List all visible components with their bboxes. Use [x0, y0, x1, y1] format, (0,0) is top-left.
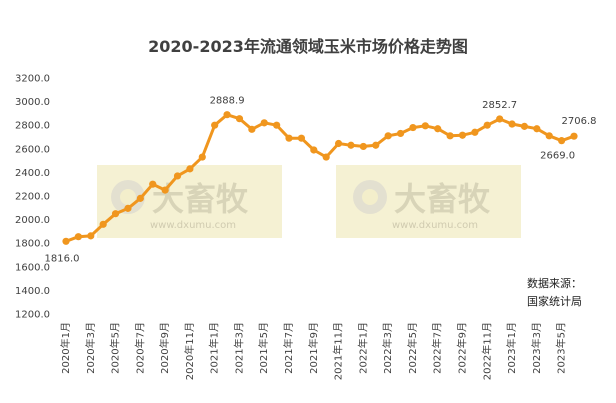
x-tick-label: 2022年5月 [406, 322, 419, 374]
data-point [149, 180, 157, 188]
y-tick-label: 2600.0 [15, 144, 50, 155]
x-tick-label: 2023年3月 [530, 322, 543, 374]
y-tick-label: 1200.0 [15, 310, 50, 321]
x-tick-label: 2021年9月 [307, 322, 320, 374]
watermark-right-url: www.dxumu.com [392, 220, 478, 231]
data-point [558, 137, 566, 145]
y-axis: 1200.0 1400.0 1600.0 1800.0 2000.0 2200.0 2400… [15, 74, 50, 321]
y-tick-label: 3000.0 [15, 97, 50, 108]
x-tick-label: 2023年5月 [555, 322, 568, 374]
data-point [74, 233, 82, 241]
x-tick-label: 2020年7月 [133, 322, 146, 374]
data-point [124, 204, 132, 212]
data-labels: 1816.0 2888.9 2852.7 2669.0 2706.8 [45, 96, 597, 265]
watermark-left-text: 大畜牧 [152, 180, 249, 218]
data-point [372, 141, 380, 149]
x-tick-label: 2020年3月 [84, 322, 97, 374]
data-point [508, 120, 516, 128]
data-point [87, 232, 95, 240]
data-point [496, 115, 504, 123]
data-label: 1816.0 [45, 253, 80, 264]
data-point [111, 210, 120, 218]
data-point [248, 125, 256, 133]
series-layer [62, 111, 578, 245]
y-tick-label: 1600.0 [15, 262, 50, 273]
data-point [297, 134, 306, 142]
data-point [545, 132, 553, 140]
source-note-line1: 数据来源： [527, 276, 582, 290]
x-axis: 2020年1月 2020年3月 2020年5月 2020年7月 2020年9月 2020年… [59, 322, 568, 380]
x-tick-label: 2022年11月 [480, 322, 493, 380]
data-point [211, 121, 219, 129]
data-label: 2888.9 [210, 96, 245, 107]
data-point [570, 132, 578, 140]
data-point [409, 123, 417, 132]
data-point [471, 128, 479, 136]
x-tick-label: 2020年1月 [59, 322, 72, 374]
y-tick-label: 2200.0 [15, 192, 50, 203]
x-tick-label: 2021年3月 [232, 322, 245, 374]
data-point [62, 237, 70, 245]
x-tick-label: 2020年9月 [158, 322, 171, 374]
y-tick-label: 2000.0 [15, 215, 50, 226]
watermark-right-text: 大畜牧 [394, 180, 491, 218]
x-tick-label: 2021年1月 [208, 322, 221, 374]
data-point [334, 139, 343, 148]
x-tick-label: 2020年11月 [183, 322, 196, 380]
y-tick-label: 3200.0 [15, 74, 50, 85]
y-tick-label: 1400.0 [15, 286, 50, 297]
x-tick-label: 2021年5月 [257, 322, 270, 374]
data-point [421, 122, 429, 130]
data-point [396, 129, 405, 138]
data-point [260, 119, 268, 127]
data-point [446, 132, 454, 140]
data-point [285, 134, 293, 142]
y-tick-label: 1800.0 [15, 239, 50, 250]
data-point [458, 131, 467, 139]
watermark-right: 大畜牧 www.dxumu.com [336, 165, 521, 238]
data-point [384, 132, 392, 140]
y-tick-label: 2400.0 [15, 168, 50, 179]
x-tick-label: 2022年7月 [431, 322, 444, 374]
x-tick-label: 2021年11月 [332, 322, 345, 380]
data-point [223, 111, 231, 119]
data-point [273, 121, 281, 129]
x-tick-label: 2020年5月 [109, 322, 122, 374]
data-point [173, 172, 182, 180]
data-point [186, 165, 194, 173]
x-tick-label: 2022年3月 [381, 322, 394, 374]
data-point [136, 194, 144, 202]
data-point [520, 122, 529, 130]
chart-title: 2020-2023年流通领域玉米市场价格走势图 [148, 37, 468, 56]
source-note-line2: 国家统计局 [527, 294, 582, 308]
data-point [310, 146, 318, 154]
data-point [359, 142, 367, 151]
data-point [161, 186, 169, 194]
data-label: 2669.0 [540, 151, 575, 162]
x-tick-label: 2022年1月 [356, 322, 369, 374]
data-point [198, 153, 206, 161]
data-point [322, 153, 330, 161]
data-point [235, 115, 244, 123]
data-point [533, 125, 541, 133]
data-point [347, 141, 355, 149]
watermark-left: 大畜牧 www.dxumu.com [97, 165, 282, 238]
data-label: 2706.8 [562, 116, 597, 127]
y-tick-label: 2800.0 [15, 121, 50, 132]
data-point [483, 121, 491, 129]
data-point [434, 125, 442, 133]
watermark-left-url: www.dxumu.com [150, 220, 236, 231]
x-tick-label: 2023年1月 [505, 322, 518, 374]
x-tick-label: 2022年9月 [455, 322, 468, 374]
data-label: 2852.7 [482, 100, 517, 111]
data-point [99, 220, 107, 228]
x-tick-label: 2021年7月 [282, 322, 295, 374]
